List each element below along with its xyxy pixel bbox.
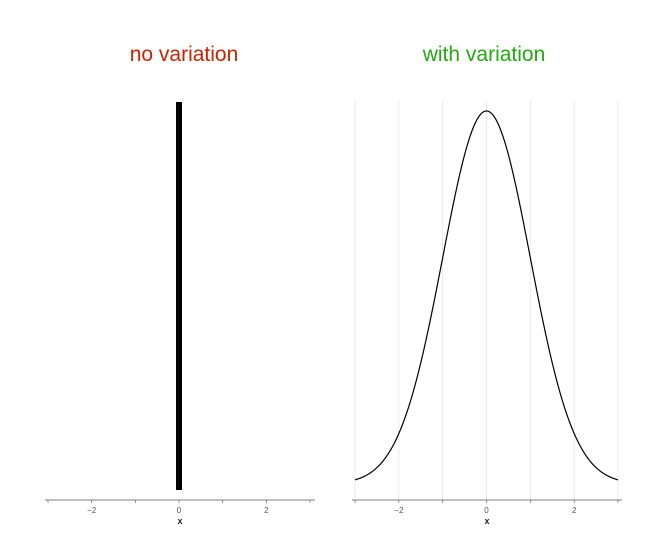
- x-tick-label: −2: [87, 506, 97, 515]
- x-tick-label: 0: [177, 506, 182, 515]
- x-axis-label: x: [177, 516, 182, 526]
- x-tick-label: 0: [484, 506, 489, 515]
- x-tick-label: −2: [394, 506, 404, 515]
- chart-title: with variation: [422, 43, 546, 66]
- panel-with-variation: with variation −2 0 2 x: [352, 43, 622, 526]
- x-tick-label: 2: [264, 506, 269, 515]
- panel-no-variation: no variation −2 0 2 x: [45, 43, 315, 526]
- chart-title: no variation: [130, 43, 239, 66]
- x-axis-label: x: [484, 516, 489, 526]
- density-curve: [354, 110, 619, 481]
- x-tick-label: 2: [572, 506, 577, 515]
